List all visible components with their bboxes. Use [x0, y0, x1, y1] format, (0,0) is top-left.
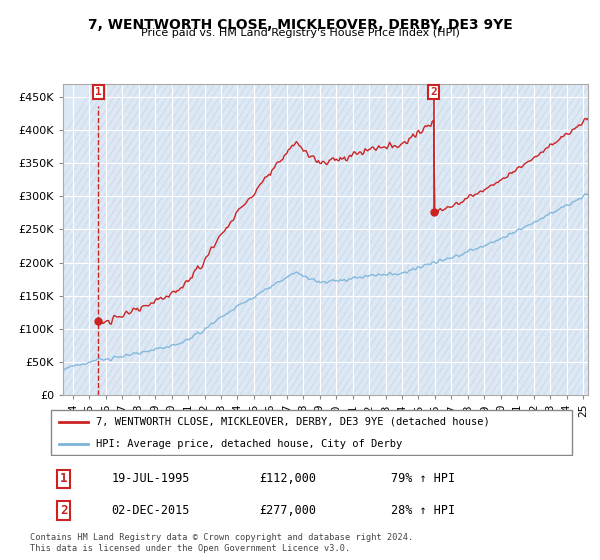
- Text: 1: 1: [60, 473, 68, 486]
- Text: 1: 1: [95, 87, 101, 97]
- Text: 28% ↑ HPI: 28% ↑ HPI: [391, 504, 455, 517]
- Text: 7, WENTWORTH CLOSE, MICKLEOVER, DERBY, DE3 9YE (detached house): 7, WENTWORTH CLOSE, MICKLEOVER, DERBY, D…: [95, 417, 489, 427]
- Text: £112,000: £112,000: [259, 473, 316, 486]
- Text: 7, WENTWORTH CLOSE, MICKLEOVER, DERBY, DE3 9YE: 7, WENTWORTH CLOSE, MICKLEOVER, DERBY, D…: [88, 18, 512, 32]
- Text: 79% ↑ HPI: 79% ↑ HPI: [391, 473, 455, 486]
- Text: 02-DEC-2015: 02-DEC-2015: [112, 504, 190, 517]
- Text: HPI: Average price, detached house, City of Derby: HPI: Average price, detached house, City…: [95, 438, 402, 449]
- Text: 19-JUL-1995: 19-JUL-1995: [112, 473, 190, 486]
- Text: 2: 2: [430, 87, 437, 97]
- Text: 2: 2: [60, 504, 68, 517]
- Text: Price paid vs. HM Land Registry's House Price Index (HPI): Price paid vs. HM Land Registry's House …: [140, 28, 460, 38]
- Text: £277,000: £277,000: [259, 504, 316, 517]
- Text: Contains HM Land Registry data © Crown copyright and database right 2024.
This d: Contains HM Land Registry data © Crown c…: [30, 533, 413, 553]
- FancyBboxPatch shape: [50, 410, 572, 455]
